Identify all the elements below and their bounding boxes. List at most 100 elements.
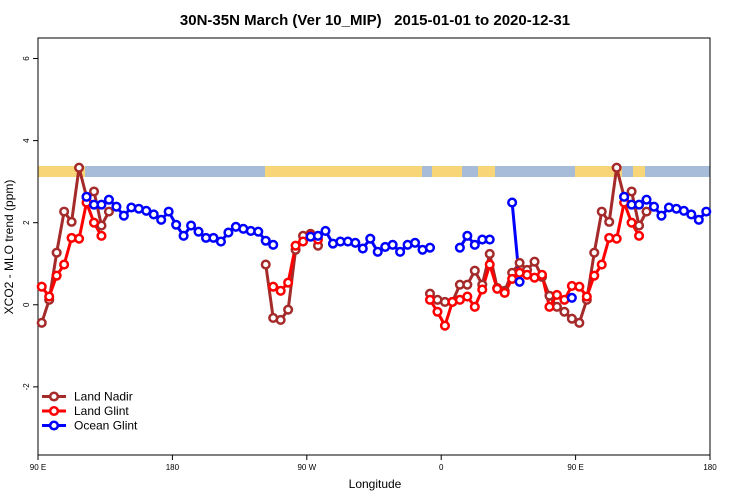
chart-title: 30N-35N March (Ver 10_MIP) 2015-01-01 to… — [180, 12, 570, 29]
data-point — [492, 283, 503, 294]
data-point — [88, 217, 100, 228]
x-tick-label: 180 — [703, 463, 717, 472]
data-point — [626, 217, 637, 228]
data-point — [283, 304, 294, 315]
data-point — [103, 206, 114, 217]
data-point — [59, 206, 70, 217]
data-point — [208, 232, 219, 243]
data-point — [268, 281, 279, 292]
data-point — [439, 320, 450, 331]
data-point — [611, 162, 622, 173]
data-point — [103, 194, 114, 205]
plot-frame — [37, 37, 711, 456]
data-point — [574, 317, 585, 328]
data-point — [111, 201, 122, 212]
data-point — [641, 194, 652, 205]
data-point — [215, 236, 226, 247]
data-point — [410, 237, 421, 248]
data-point — [678, 205, 689, 216]
data-point — [566, 292, 577, 303]
data-point — [395, 246, 406, 257]
data-point — [74, 233, 85, 244]
data-point — [365, 233, 376, 244]
y-tick-label: 2 — [22, 220, 31, 225]
data-point — [66, 216, 77, 227]
y-tick-label: -2 — [22, 383, 31, 391]
data-point — [544, 301, 555, 312]
data-point — [686, 209, 697, 220]
data-point — [298, 236, 309, 247]
data-point — [514, 276, 525, 287]
data-point — [163, 206, 174, 217]
data-point — [320, 225, 331, 236]
data-point — [357, 243, 368, 254]
legend-marker — [48, 420, 60, 431]
data-point — [536, 269, 548, 280]
data-point — [148, 209, 159, 220]
data-point — [253, 226, 264, 237]
data-point — [701, 206, 712, 217]
data-point — [141, 205, 152, 216]
data-point — [312, 230, 324, 241]
x-tick-label: 0 — [439, 463, 444, 472]
data-point — [469, 301, 480, 312]
data-point — [44, 291, 55, 302]
data-point — [641, 206, 652, 217]
legend-marker — [48, 391, 60, 402]
data-point — [118, 210, 129, 221]
y-axis-label: XCO2 - MLO trend (ppm) — [2, 180, 16, 315]
data-point — [81, 191, 92, 202]
data-point — [559, 306, 570, 317]
data-point — [268, 239, 279, 250]
data-point — [193, 226, 204, 237]
legend-label: Ocean Glint — [74, 419, 138, 433]
data-point — [611, 233, 622, 244]
data-point — [462, 291, 473, 302]
data-point — [581, 291, 592, 302]
data-point — [529, 256, 540, 267]
data-point — [477, 284, 488, 295]
data-point — [260, 235, 271, 246]
data-point — [432, 306, 443, 317]
data-point — [51, 270, 62, 281]
data-point — [290, 240, 301, 251]
legend-label: Land Nadir — [74, 390, 133, 404]
data-point — [36, 281, 47, 292]
data-point — [634, 230, 645, 241]
data-point — [424, 294, 436, 305]
data-point — [626, 186, 637, 197]
data-point — [604, 216, 615, 227]
x-tick-label: 90 E — [30, 463, 46, 472]
x-tick-label: 90 W — [297, 463, 316, 472]
data-point — [462, 279, 473, 290]
x-tick-label: 180 — [166, 463, 180, 472]
data-point — [462, 230, 473, 241]
data-point — [275, 314, 286, 326]
data-point — [574, 281, 585, 292]
data-point — [634, 199, 645, 210]
data-point — [469, 265, 480, 276]
data-point — [171, 219, 182, 230]
data-point — [589, 270, 600, 281]
data-point — [566, 313, 577, 324]
legend-marker — [48, 405, 60, 417]
surface-band — [38, 166, 710, 177]
data-point — [656, 210, 667, 221]
data-point — [283, 277, 294, 288]
x-tick-label: 90 E — [567, 463, 583, 472]
data-point — [454, 242, 465, 253]
data-point — [499, 287, 510, 298]
data-point — [186, 220, 197, 231]
data-point — [36, 317, 47, 328]
data-point — [648, 201, 660, 212]
data-point — [260, 259, 271, 270]
data-point — [51, 247, 62, 258]
data-point — [469, 239, 480, 250]
data-point — [74, 162, 85, 173]
data-point — [59, 259, 70, 270]
data-point — [387, 239, 398, 250]
data-point — [372, 246, 383, 257]
data-point — [484, 234, 495, 245]
data-point — [507, 197, 518, 208]
